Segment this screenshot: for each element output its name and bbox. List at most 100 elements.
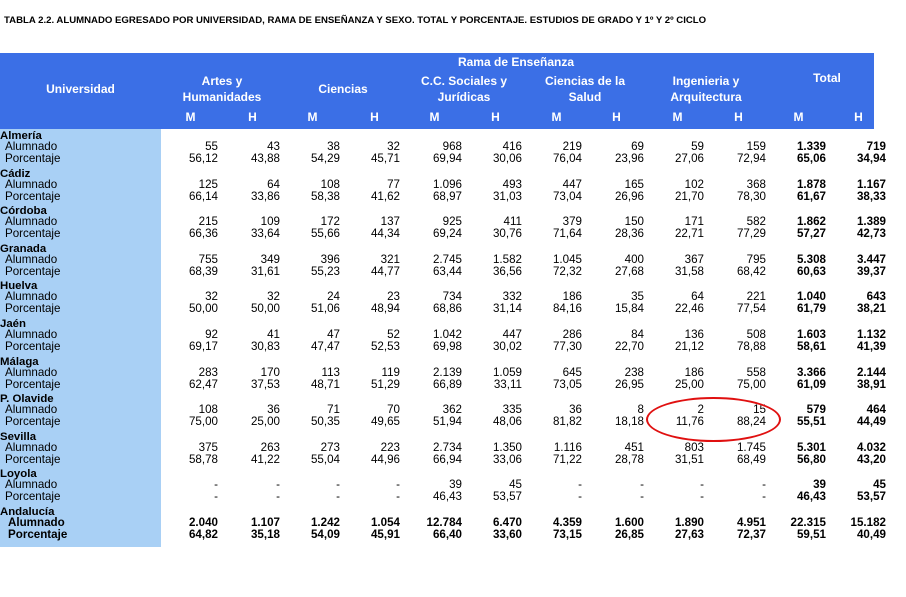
cell-alumnado: 1.096 — [432, 177, 462, 191]
cell-porcentaje: 81,82 — [552, 415, 582, 429]
cell-alumnado: 719 — [866, 140, 886, 153]
cell-porcentaje: 47,47 — [310, 340, 340, 353]
cell-alumnado: 1.603 — [796, 328, 826, 341]
cell-alumnado: 1.116 — [553, 440, 582, 454]
cell-porcentaje: 30,06 — [492, 152, 522, 165]
cell-alumnado: 1.107 — [250, 516, 280, 529]
cell-alumnado: 2.745 — [432, 252, 462, 266]
cell-porcentaje: - — [640, 490, 644, 504]
row-label-porcentaje: Porcentaje — [5, 340, 61, 353]
cell-alumnado: 1.890 — [674, 516, 704, 529]
cell-porcentaje: 27,63 — [674, 528, 704, 541]
cell-alumnado: 645 — [562, 365, 582, 379]
cell-porcentaje: - — [214, 490, 218, 504]
row-label-alumnado: Alumnado — [5, 177, 58, 191]
cell-porcentaje: 65,06 — [796, 152, 826, 165]
cell-alumnado: 92 — [205, 328, 218, 341]
cell-porcentaje: 31,61 — [250, 264, 280, 278]
university-name: Huelva — [0, 280, 38, 293]
cell-alumnado: 171 — [684, 215, 704, 229]
cell-porcentaje: 62,47 — [188, 377, 218, 391]
cell-porcentaje: 43,20 — [856, 452, 886, 466]
cell-alumnado: 968 — [442, 140, 462, 153]
cell-porcentaje: 21,12 — [674, 340, 704, 353]
cell-porcentaje: 60,63 — [796, 264, 826, 278]
header-group-sociales: C.C. Sociales y Jurídicas — [420, 74, 508, 104]
cell-alumnado: 283 — [198, 365, 218, 379]
cell-alumnado: 579 — [806, 403, 826, 417]
cell-alumnado: 159 — [746, 140, 766, 153]
cell-porcentaje: 64,82 — [188, 528, 218, 541]
cell-alumnado: 69 — [631, 140, 644, 153]
cell-porcentaje: 41,22 — [250, 452, 280, 466]
cell-porcentaje: 53,57 — [492, 490, 522, 504]
row-label-alumnado: Alumnado — [5, 252, 58, 266]
cell-porcentaje: 15,84 — [614, 302, 644, 316]
university-name: Almería — [0, 130, 42, 142]
cell-alumnado: 3.447 — [856, 252, 886, 266]
cell-alumnado: 925 — [442, 215, 462, 229]
cell-porcentaje: 52,53 — [370, 340, 400, 353]
cell-alumnado: 32 — [387, 140, 400, 153]
cell-porcentaje: 77,29 — [736, 227, 766, 241]
cell-alumnado: 32 — [205, 290, 218, 304]
cell-porcentaje: 28,78 — [614, 452, 644, 466]
row-label-alumnado: Alumnado — [5, 403, 58, 417]
cell-alumnado: 84 — [631, 328, 644, 341]
cell-porcentaje: 37,53 — [250, 377, 280, 391]
cell-porcentaje: 57,27 — [796, 227, 826, 241]
cell-porcentaje: 68,42 — [736, 264, 766, 278]
cell-alumnado: 803 — [684, 440, 704, 454]
cell-alumnado: 464 — [866, 403, 886, 417]
university-name: Loyola — [0, 468, 37, 481]
row-label-alumnado: Alumnado — [5, 440, 58, 454]
cell-porcentaje: 56,80 — [796, 452, 826, 466]
cell-alumnado: 582 — [746, 215, 766, 229]
cell-alumnado: 23 — [387, 290, 400, 304]
cell-porcentaje: - — [578, 490, 582, 504]
cell-porcentaje: 30,83 — [250, 340, 280, 353]
header-group-ingenieria: Ingenieria y Arquitectura — [670, 74, 742, 104]
cell-porcentaje: 30,76 — [492, 227, 522, 241]
cell-porcentaje: 68,39 — [188, 264, 218, 278]
cell-alumnado: 286 — [562, 328, 582, 341]
row-label-porcentaje: Porcentaje — [5, 490, 61, 504]
row-label-porcentaje: Porcentaje — [8, 528, 68, 541]
cell-porcentaje: 38,21 — [856, 302, 886, 316]
cell-porcentaje: 72,32 — [552, 264, 582, 278]
row-label-porcentaje: Porcentaje — [5, 189, 61, 203]
cell-alumnado: - — [396, 478, 400, 492]
cell-alumnado: 2.139 — [432, 365, 462, 379]
cell-alumnado: 119 — [381, 365, 400, 379]
cell-alumnado: 108 — [198, 403, 218, 417]
subheader-m: M — [793, 110, 804, 124]
cell-alumnado: 172 — [320, 215, 340, 229]
cell-alumnado: 1.054 — [370, 516, 400, 529]
subheader-h: H — [370, 110, 379, 124]
cell-porcentaje: 66,36 — [188, 227, 218, 241]
cell-porcentaje: 33,64 — [250, 227, 280, 241]
cell-alumnado: 2.040 — [188, 516, 218, 529]
cell-porcentaje: 50,00 — [188, 302, 218, 316]
university-name: Andalucía — [0, 506, 55, 518]
header-universidad: Universidad — [46, 82, 115, 96]
cell-porcentaje: 30,02 — [492, 340, 522, 353]
cell-porcentaje: 69,17 — [188, 340, 218, 353]
cell-porcentaje: 38,91 — [856, 377, 886, 391]
cell-alumnado: 1.132 — [856, 328, 886, 341]
cell-alumnado: 24 — [327, 290, 340, 304]
cell-porcentaje: 54,09 — [310, 528, 340, 541]
subheader-m: M — [307, 110, 318, 124]
cell-porcentaje: 55,51 — [796, 415, 826, 429]
cell-alumnado: 375 — [198, 440, 218, 454]
cell-alumnado: 70 — [387, 403, 400, 417]
cell-porcentaje: 84,16 — [552, 302, 582, 316]
cell-alumnado: 113 — [321, 365, 340, 379]
cell-porcentaje: 61,79 — [796, 302, 826, 316]
cell-porcentaje: 34,94 — [856, 152, 886, 165]
cell-porcentaje: 25,00 — [250, 415, 280, 429]
cell-porcentaje: 33,60 — [492, 528, 522, 541]
cell-alumnado: 223 — [380, 440, 400, 454]
header-rama: Rama de Enseñanza — [457, 55, 575, 69]
cell-porcentaje: 56,12 — [188, 152, 218, 165]
